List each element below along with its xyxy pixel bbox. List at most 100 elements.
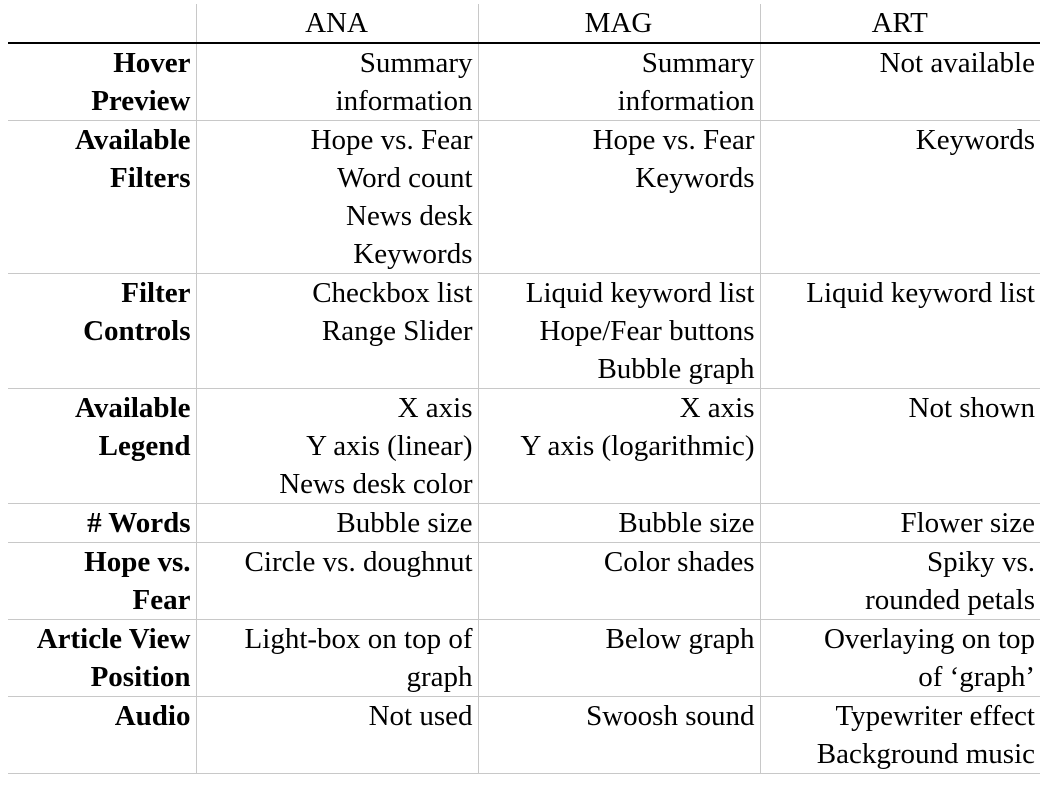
cell-line: Summary	[359, 47, 473, 79]
table-cell-mag: Color shades	[477, 542, 760, 620]
row-header-line: Hover	[113, 47, 191, 79]
header-row: ANA MAG ART	[8, 4, 1040, 44]
table-cell-mag: Liquid keyword list Hope/Fear buttons Bubb…	[477, 273, 760, 389]
table-cell-ana: Circle vs. doughnut	[195, 542, 478, 620]
cell-line: of ‘graph’	[918, 661, 1035, 693]
table-cell-ana: X axis Y axis (linear) News desk color	[195, 388, 478, 504]
cell-line: information	[335, 85, 473, 117]
table-row: Audio Not used Swoosh sound Typewriter effe…	[8, 696, 1040, 774]
cell-line: Typewriter effect	[835, 700, 1035, 732]
table-cell-art: Typewriter effect Background music	[759, 696, 1040, 774]
corner-header-cell	[8, 4, 196, 44]
cell-line: Not used	[368, 700, 473, 732]
cell-line: Liquid keyword list	[806, 277, 1035, 309]
table-row: # Words Bubble size Bubble size Flower size	[8, 503, 1040, 543]
cell-line: Range Slider	[321, 315, 473, 347]
table-cell-art: Liquid keyword list	[759, 273, 1040, 389]
table-body: Hover Preview Summary information Summary inf…	[8, 42, 1040, 774]
table-header: ANA MAG ART	[8, 4, 1040, 44]
table-cell-art: Keywords	[759, 120, 1040, 274]
row-header-cell: # Words	[8, 503, 196, 543]
table-cell-ana: Hope vs. Fear Word count News desk Keywords	[195, 120, 478, 274]
column-header-ana: ANA	[195, 4, 478, 44]
cell-line: rounded petals	[865, 584, 1035, 616]
cell-line: Y axis (logarithmic)	[520, 430, 755, 462]
cell-line: News desk color	[279, 468, 473, 500]
row-header-line: Available	[75, 124, 191, 156]
cell-line: Circle vs. doughnut	[244, 546, 473, 578]
cell-line: Swoosh sound	[586, 700, 755, 732]
cell-line: Bubble graph	[597, 353, 755, 385]
table-row: Available Filters Hope vs. Fear Word count N…	[8, 120, 1040, 274]
row-header-cell: Available Filters	[8, 120, 196, 274]
cell-line: News desk	[346, 200, 473, 232]
row-header-cell: Hope vs. Fear	[8, 542, 196, 620]
table-row: Filter Controls Checkbox list Range Slider L…	[8, 273, 1040, 389]
table-cell-mag: Swoosh sound	[477, 696, 760, 774]
column-header-mag: MAG	[477, 4, 760, 44]
row-header-line: Hope vs.	[84, 546, 191, 578]
table-row: Article View Position Light-box on top of g…	[8, 619, 1040, 697]
row-header-line: Preview	[91, 85, 191, 117]
table-cell-mag: Summary information	[477, 42, 760, 121]
cell-line: Hope vs. Fear	[592, 124, 755, 156]
table-row: Available Legend X axis Y axis (linear) News…	[8, 388, 1040, 504]
table-cell-ana: Summary information	[195, 42, 478, 121]
row-header-cell: Filter Controls	[8, 273, 196, 389]
column-header-art: ART	[759, 4, 1040, 44]
table-cell-art: Not available	[759, 42, 1040, 121]
cell-line: X axis	[679, 392, 755, 424]
table-cell-art: Not shown	[759, 388, 1040, 504]
cell-line: Liquid keyword list	[525, 277, 755, 309]
table-cell-mag: Hope vs. Fear Keywords	[477, 120, 760, 274]
table-cell-ana: Light-box on top of graph	[195, 619, 478, 697]
row-header-cell: Article View Position	[8, 619, 196, 697]
row-header-line: # Words	[87, 507, 191, 539]
cell-line: information	[617, 85, 755, 117]
row-header-line: Audio	[114, 700, 191, 732]
cell-line: Word count	[337, 162, 473, 194]
table-cell-art: Spiky vs. rounded petals	[759, 542, 1040, 620]
table-row: Hover Preview Summary information Summary inf…	[8, 42, 1040, 121]
cell-line: Keywords	[353, 238, 473, 270]
cell-line: Spiky vs.	[927, 546, 1035, 578]
row-header-line: Article View	[36, 623, 191, 655]
cell-line: Keywords	[915, 124, 1035, 156]
cell-line: Light-box on top of	[244, 623, 473, 655]
cell-line: Bubble size	[618, 507, 755, 539]
cell-line: Bubble size	[336, 507, 473, 539]
table-cell-ana: Bubble size	[195, 503, 478, 543]
row-header-line: Legend	[98, 430, 191, 462]
row-header-line: Controls	[83, 315, 191, 347]
cell-line: Y axis (linear)	[306, 430, 473, 462]
cell-line: Not available	[879, 47, 1035, 79]
cell-line: Background music	[816, 738, 1035, 770]
cell-line: Summary	[641, 47, 755, 79]
table-cell-mag: Bubble size	[477, 503, 760, 543]
table-cell-ana: Not used	[195, 696, 478, 774]
row-header-line: Position	[90, 661, 191, 693]
comparison-table: ANA MAG ART Hover Preview Summary informati…	[8, 4, 1040, 774]
cell-line: Color shades	[603, 546, 755, 578]
row-header-cell: Audio	[8, 696, 196, 774]
table-row: Hope vs. Fear Circle vs. doughnut Color sha…	[8, 542, 1040, 620]
cell-line: Flower size	[900, 507, 1036, 539]
row-header-line: Fear	[132, 584, 191, 616]
cell-line: Keywords	[635, 162, 755, 194]
table-cell-mag: Below graph	[477, 619, 760, 697]
cell-line: graph	[406, 661, 473, 693]
cell-line: Hope/Fear buttons	[539, 315, 755, 347]
cell-line: Checkbox list	[312, 277, 473, 309]
table-cell-art: Flower size	[759, 503, 1040, 543]
table-cell-mag: X axis Y axis (logarithmic)	[477, 388, 760, 504]
row-header-line: Filter	[121, 277, 191, 309]
row-header-cell: Available Legend	[8, 388, 196, 504]
cell-line: Below graph	[605, 623, 755, 655]
cell-line: X axis	[397, 392, 473, 424]
cell-line: Overlaying on top	[823, 623, 1035, 655]
row-header-line: Filters	[109, 162, 191, 194]
row-header-line: Available	[75, 392, 191, 424]
cell-line: Hope vs. Fear	[310, 124, 473, 156]
row-header-cell: Hover Preview	[8, 42, 196, 121]
cell-line: Not shown	[908, 392, 1035, 424]
